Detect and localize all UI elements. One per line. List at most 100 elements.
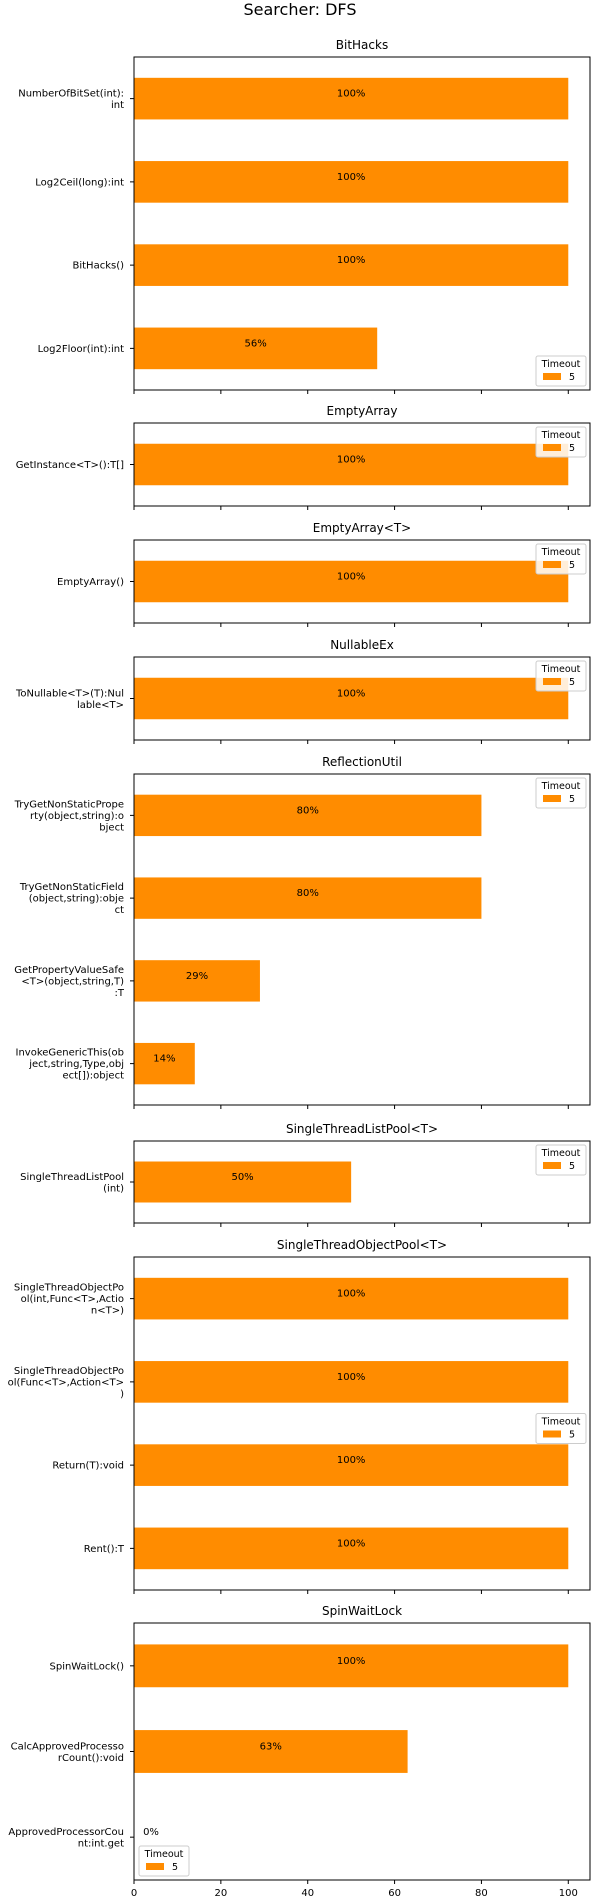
x-tick-label: 100 [559, 1888, 578, 1899]
y-tick-label: CalcApprovedProcesso rCount():void [11, 1741, 124, 1764]
y-tick-label: Rent():T [84, 1544, 125, 1555]
bar-value-label: 100% [337, 255, 366, 266]
y-tick-label: GetPropertyValueSafe <T>(object,string,T)… [14, 965, 125, 999]
bar-value-label: 63% [260, 1742, 282, 1753]
bar-value-label: 80% [297, 805, 319, 816]
x-tick-label: 80 [475, 1888, 488, 1899]
legend-swatch [146, 1863, 164, 1870]
bar [134, 560, 569, 603]
legend-title: Timeout [541, 664, 581, 675]
y-tick-label: ToNullable<T>(T):Nul lable<T> [15, 688, 124, 711]
bar [134, 794, 482, 837]
legend-label: 5 [569, 560, 575, 571]
legend-title: Timeout [144, 1849, 184, 1860]
bar-value-label: 100% [337, 1289, 366, 1300]
legend-title: Timeout [541, 430, 581, 441]
bar-value-label: 80% [297, 888, 319, 899]
bar-value-label: 100% [337, 1538, 366, 1549]
bar [134, 960, 260, 1002]
x-tick-label: 0 [131, 1888, 137, 1899]
legend-title: Timeout [541, 781, 581, 792]
legend-label: 5 [569, 443, 575, 454]
y-tick-label: ApprovedProcessorCou nt:int.get [8, 1827, 124, 1850]
bar-value-label: 100% [337, 1372, 366, 1383]
axes-frame [133, 1622, 591, 1881]
bar-value-label: 29% [186, 971, 208, 982]
legend-label: 5 [569, 1430, 575, 1441]
legend-title: Timeout [541, 359, 581, 370]
bar [134, 327, 378, 370]
y-tick-label: SingleThreadListPool (int) [20, 1172, 124, 1195]
bar [134, 1042, 195, 1085]
x-tick-label: 60 [388, 1888, 401, 1899]
legend-swatch [543, 795, 561, 802]
panel-title: NullableEx [330, 638, 394, 652]
panel-title: EmptyArray [326, 404, 397, 418]
panel-title: SingleThreadListPool<T> [286, 1122, 438, 1136]
y-tick-label: Log2Ceil(long):int [35, 177, 124, 188]
bar-value-label: 100% [337, 172, 366, 183]
legend-label: 5 [569, 372, 575, 383]
axes-frame [133, 422, 591, 507]
x-tick-label: 40 [301, 1888, 314, 1899]
y-tick-label: InvokeGenericThis(ob ject,string,Type,obj… [16, 1048, 125, 1082]
legend-swatch [543, 444, 561, 451]
y-tick-label: SingleThreadObjectPo ol(Func<T>,Action<T>… [8, 1366, 125, 1400]
bar-value-label: 100% [337, 455, 366, 466]
bar [134, 161, 569, 203]
y-tick-label: Log2Floor(int):int [38, 344, 124, 355]
bar-value-label: 0% [143, 1827, 159, 1838]
bar [134, 1527, 569, 1570]
bar [134, 1361, 569, 1403]
bar-value-label: 100% [337, 1455, 366, 1466]
panel-title: BitHacks [336, 38, 388, 52]
bar [134, 244, 569, 286]
y-tick-label: SingleThreadObjectPo ol(int,Func<T>,Actio… [14, 1283, 124, 1317]
legend-swatch [543, 561, 561, 568]
bar [134, 1277, 569, 1320]
y-tick-label: Return(T):void [52, 1461, 124, 1472]
bar [134, 1444, 569, 1486]
bar [134, 1644, 569, 1688]
legend-title: Timeout [541, 1417, 581, 1428]
legend-label: 5 [569, 1161, 575, 1172]
y-tick-label: BitHacks() [72, 261, 124, 272]
axes-frame [133, 1256, 591, 1591]
legend-swatch [543, 1162, 561, 1169]
bar-value-label: 100% [337, 1656, 366, 1667]
legend-label: 5 [172, 1862, 178, 1873]
panel-title: EmptyArray<T> [313, 521, 411, 535]
bar [134, 77, 569, 120]
legend-swatch [543, 1430, 561, 1438]
y-tick-label: EmptyArray() [57, 577, 124, 588]
axes-frame [133, 56, 591, 391]
bar [134, 677, 569, 720]
panel-title: SingleThreadObjectPool<T> [277, 1238, 447, 1252]
legend-label: 5 [569, 794, 575, 805]
bar-value-label: 50% [231, 1172, 253, 1183]
figure-title: Searcher: DFS [244, 0, 357, 19]
legend-title: Timeout [541, 1148, 581, 1159]
axes-frame [133, 539, 591, 624]
bar [134, 1730, 408, 1773]
bar [134, 1161, 352, 1203]
bar-value-label: 100% [337, 572, 366, 583]
bar-value-label: 100% [337, 89, 366, 100]
bar [134, 443, 569, 486]
axes-frame [133, 656, 591, 741]
panel-title: SpinWaitLock [322, 1604, 402, 1618]
legend-swatch [543, 678, 561, 685]
y-tick-label: GetInstance<T>():T[] [16, 460, 124, 471]
y-tick-label: NumberOfBitSet(int): int [18, 88, 124, 111]
bar-value-label: 14% [153, 1054, 175, 1065]
bar-value-label: 100% [337, 689, 366, 700]
legend-title: Timeout [541, 547, 581, 558]
axes-frame [133, 1140, 591, 1224]
y-tick-label: TryGetNonStaticField (object,string):obje… [19, 882, 124, 916]
legend-swatch [543, 373, 561, 380]
x-tick-label: 20 [214, 1888, 227, 1899]
legend-label: 5 [569, 677, 575, 688]
y-tick-label: TryGetNonStaticPrope rty(object,string):o… [14, 799, 124, 833]
